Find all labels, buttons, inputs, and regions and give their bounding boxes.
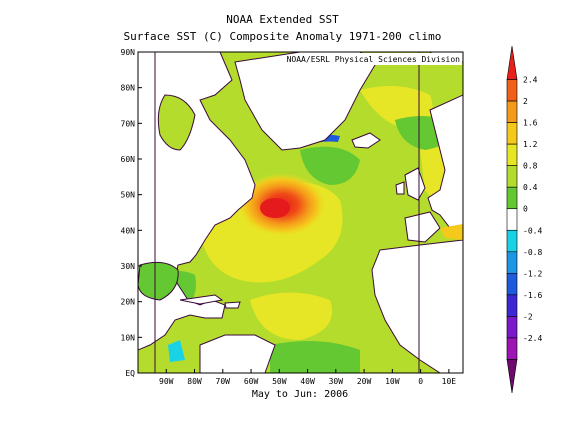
mediterranean-sea — [440, 224, 463, 240]
lon-tick-label: 70W — [216, 377, 231, 386]
colorbar-label: 0 — [523, 205, 528, 214]
latitude-axis: 90N 80N 70N 60N 50N 40N 30N 20N 10N EQ — [121, 48, 142, 378]
colorbar-swatch — [506, 100, 518, 123]
gulf-of-mexico — [138, 261, 179, 301]
lon-tick-label: 10W — [385, 377, 400, 386]
iceland — [351, 132, 381, 149]
colorbar-swatch — [506, 229, 518, 253]
lon-tick-label: 10E — [442, 377, 457, 386]
landmasses — [138, 52, 463, 373]
lat-tick-label: 20N — [121, 298, 136, 307]
colorbar-label: 0.4 — [523, 183, 538, 192]
hudson-bay — [157, 94, 196, 151]
cold-anomaly-region — [168, 340, 185, 362]
colorbar-swatch — [506, 273, 518, 296]
neutral-anomaly-region — [300, 146, 360, 185]
plot-frame — [137, 51, 464, 374]
lon-tick-label: 20W — [357, 377, 372, 386]
colorbar-swatch — [506, 186, 518, 210]
ireland — [395, 181, 405, 195]
warm-anomaly-region — [250, 292, 332, 340]
colorbar-label: 1.2 — [523, 140, 538, 149]
colorbar-label: -2.4 — [523, 334, 542, 343]
map-subtitle: Surface SST (C) Composite Anomaly 1971-2… — [123, 30, 442, 43]
sst-field — [138, 52, 463, 373]
colorbar-swatch — [506, 294, 518, 317]
iberia — [404, 211, 441, 243]
colorbar-swatch — [506, 251, 518, 274]
colorbar-swatch — [506, 316, 518, 339]
lon-tick-label: 50W — [272, 377, 287, 386]
lat-tick-label: 70N — [121, 119, 136, 128]
cuba — [179, 294, 224, 305]
south-america — [199, 334, 276, 373]
greenland — [234, 52, 376, 151]
lat-tick-label: 40N — [121, 226, 136, 235]
lon-tick-label: 80W — [187, 377, 202, 386]
colorbar-label: 1.6 — [523, 119, 538, 128]
lat-tick-label: 10N — [121, 333, 136, 342]
colorbar-swatch — [506, 143, 518, 166]
africa — [371, 239, 463, 373]
colorbar-swatch — [506, 337, 518, 360]
lon-tick-label: 60W — [244, 377, 259, 386]
map-title: NOAA Extended SST — [226, 13, 339, 26]
longitude-axis: 90W 80W 70W 60W 50W 40W 30W 20W 10W 0 10E — [159, 369, 456, 386]
colorbar-label: 2.4 — [523, 76, 538, 85]
lat-tick-label: 60N — [121, 155, 136, 164]
lat-tick-label: 80N — [121, 84, 136, 93]
lon-tick-label: 40W — [300, 377, 315, 386]
europe — [427, 94, 463, 231]
colorbar-label: -2 — [523, 312, 533, 321]
credit-box — [305, 53, 462, 65]
hispaniola — [224, 301, 241, 309]
colorbar-label: -0.4 — [523, 226, 542, 235]
colorbar: 2.4 2 1.6 1.2 0.8 0.4 0 -0.4 -0.8 -1.2 -1.6 -2 -2.4 — [506, 45, 542, 394]
period-label: May to Jun: 2006 — [252, 389, 348, 400]
lat-tick-label: 30N — [121, 262, 136, 271]
colorbar-swatch — [506, 208, 518, 231]
colorbar-label: -1.2 — [523, 269, 542, 278]
lon-tick-label: 0 — [418, 377, 423, 386]
credit-text: NOAA/ESRL Physical Sciences Division — [287, 55, 461, 64]
colorbar-swatch — [506, 79, 518, 102]
warm-anomaly-peak — [260, 198, 290, 218]
lat-tick-label: 90N — [121, 48, 136, 57]
neutral-anomaly-region — [270, 341, 360, 373]
colorbar-label: 0.8 — [523, 162, 538, 171]
lon-tick-label: 30W — [329, 377, 344, 386]
colorbar-label: -1.6 — [523, 291, 542, 300]
colorbar-swatch — [506, 359, 518, 394]
colorbar-swatch — [506, 45, 518, 80]
colorbar-swatch — [506, 122, 518, 145]
lat-tick-label: EQ — [125, 369, 135, 378]
british-isles — [404, 167, 426, 201]
lat-tick-label: 50N — [121, 191, 136, 200]
lon-tick-label: 90W — [159, 377, 174, 386]
colorbar-label: 2 — [523, 97, 528, 106]
colorbar-label: -0.8 — [523, 248, 542, 257]
colorbar-swatch — [506, 165, 518, 188]
